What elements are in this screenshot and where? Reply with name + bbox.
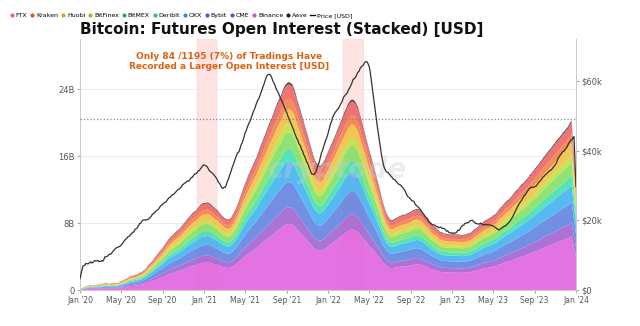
- Text: Only 84 /1195 (7%) of Tradings Have
Recorded a Larger Open Interest [USD]: Only 84 /1195 (7%) of Tradings Have Reco…: [129, 52, 329, 71]
- Legend: FTX, Kraken, Huobi, BitFinex, BitMEX, Deribit, OKX, Bybit, CME, Binance, Aave, P: FTX, Kraken, Huobi, BitFinex, BitMEX, De…: [10, 13, 352, 18]
- Text: cryptode: cryptode: [268, 156, 408, 184]
- Bar: [196, 39, 216, 290]
- Text: Bitcoin: Futures Open Interest (Stacked) [USD]: Bitcoin: Futures Open Interest (Stacked)…: [80, 22, 483, 37]
- Bar: [343, 39, 363, 290]
